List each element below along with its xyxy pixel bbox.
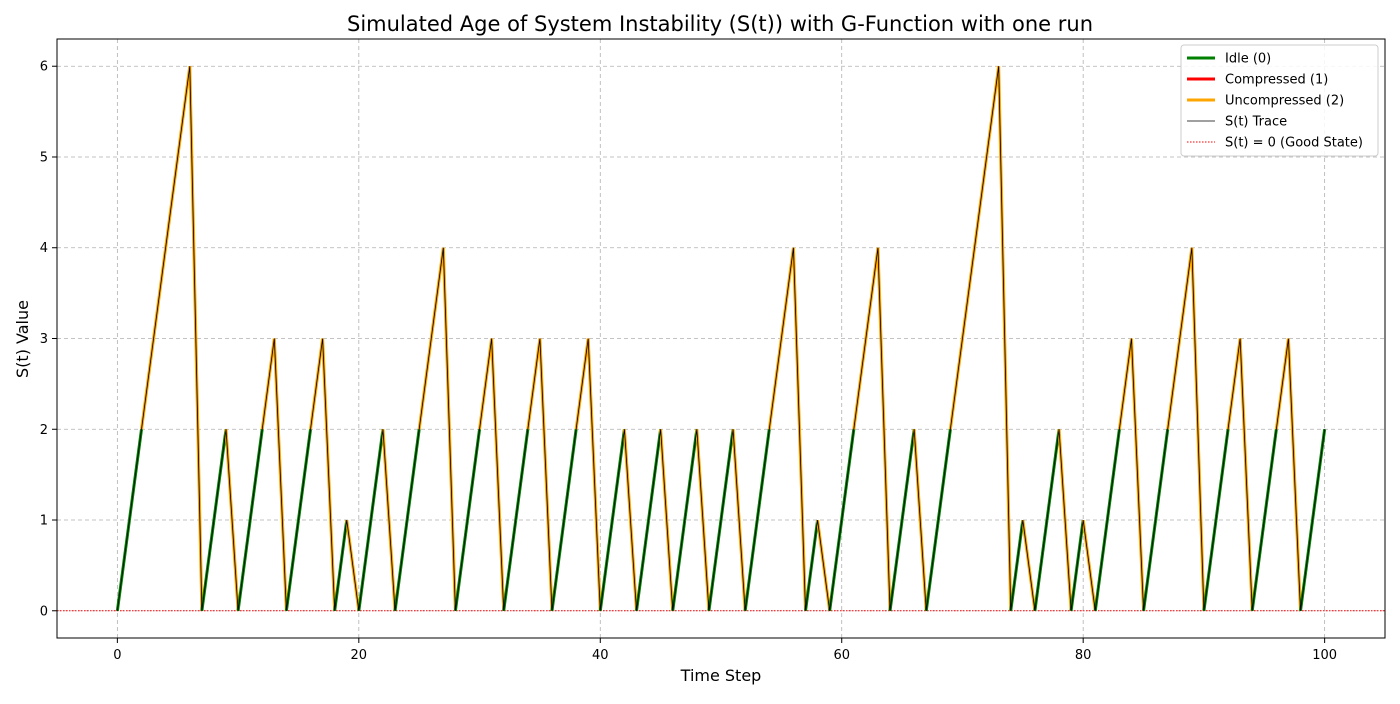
legend-entry: S(t) Trace <box>1225 115 1287 130</box>
chart-title: Simulated Age of System Instability (S(t… <box>347 12 1093 36</box>
x-axis-label: Time Step <box>680 666 762 685</box>
y-tick-label: 3 <box>40 332 48 347</box>
legend-entry: Uncompressed (2) <box>1225 94 1344 109</box>
y-tick-label: 1 <box>40 514 48 529</box>
y-tick-label: 6 <box>40 60 48 75</box>
y-tick-label: 0 <box>40 604 48 619</box>
x-tick-label: 0 <box>113 648 121 663</box>
x-tick-label: 80 <box>1075 648 1092 663</box>
y-axis: 0 1 2 3 4 5 6 <box>40 60 57 619</box>
y-tick-label: 5 <box>40 150 48 165</box>
x-tick-label: 60 <box>833 648 850 663</box>
x-axis: 0 20 40 60 80 100 <box>113 638 1337 663</box>
x-tick-label: 40 <box>592 648 609 663</box>
legend-box <box>1180 44 1379 157</box>
y-tick-label: 4 <box>40 241 48 256</box>
y-axis-label: S(t) Value <box>13 300 32 378</box>
grid <box>57 39 1385 638</box>
legend-entry: S(t) = 0 (Good State) <box>1225 136 1363 151</box>
legend-entry: Idle (0) <box>1225 52 1271 67</box>
st-trace-line <box>116 66 1326 611</box>
series-layer <box>115 66 1327 611</box>
x-tick-label: 20 <box>351 648 368 663</box>
y-tick-label: 2 <box>40 423 48 438</box>
legend-entry: Compressed (1) <box>1225 73 1328 88</box>
legend: Idle (0) Compressed (1) Uncompressed (2) S(… <box>1180 44 1379 157</box>
x-tick-label: 100 <box>1312 648 1337 663</box>
